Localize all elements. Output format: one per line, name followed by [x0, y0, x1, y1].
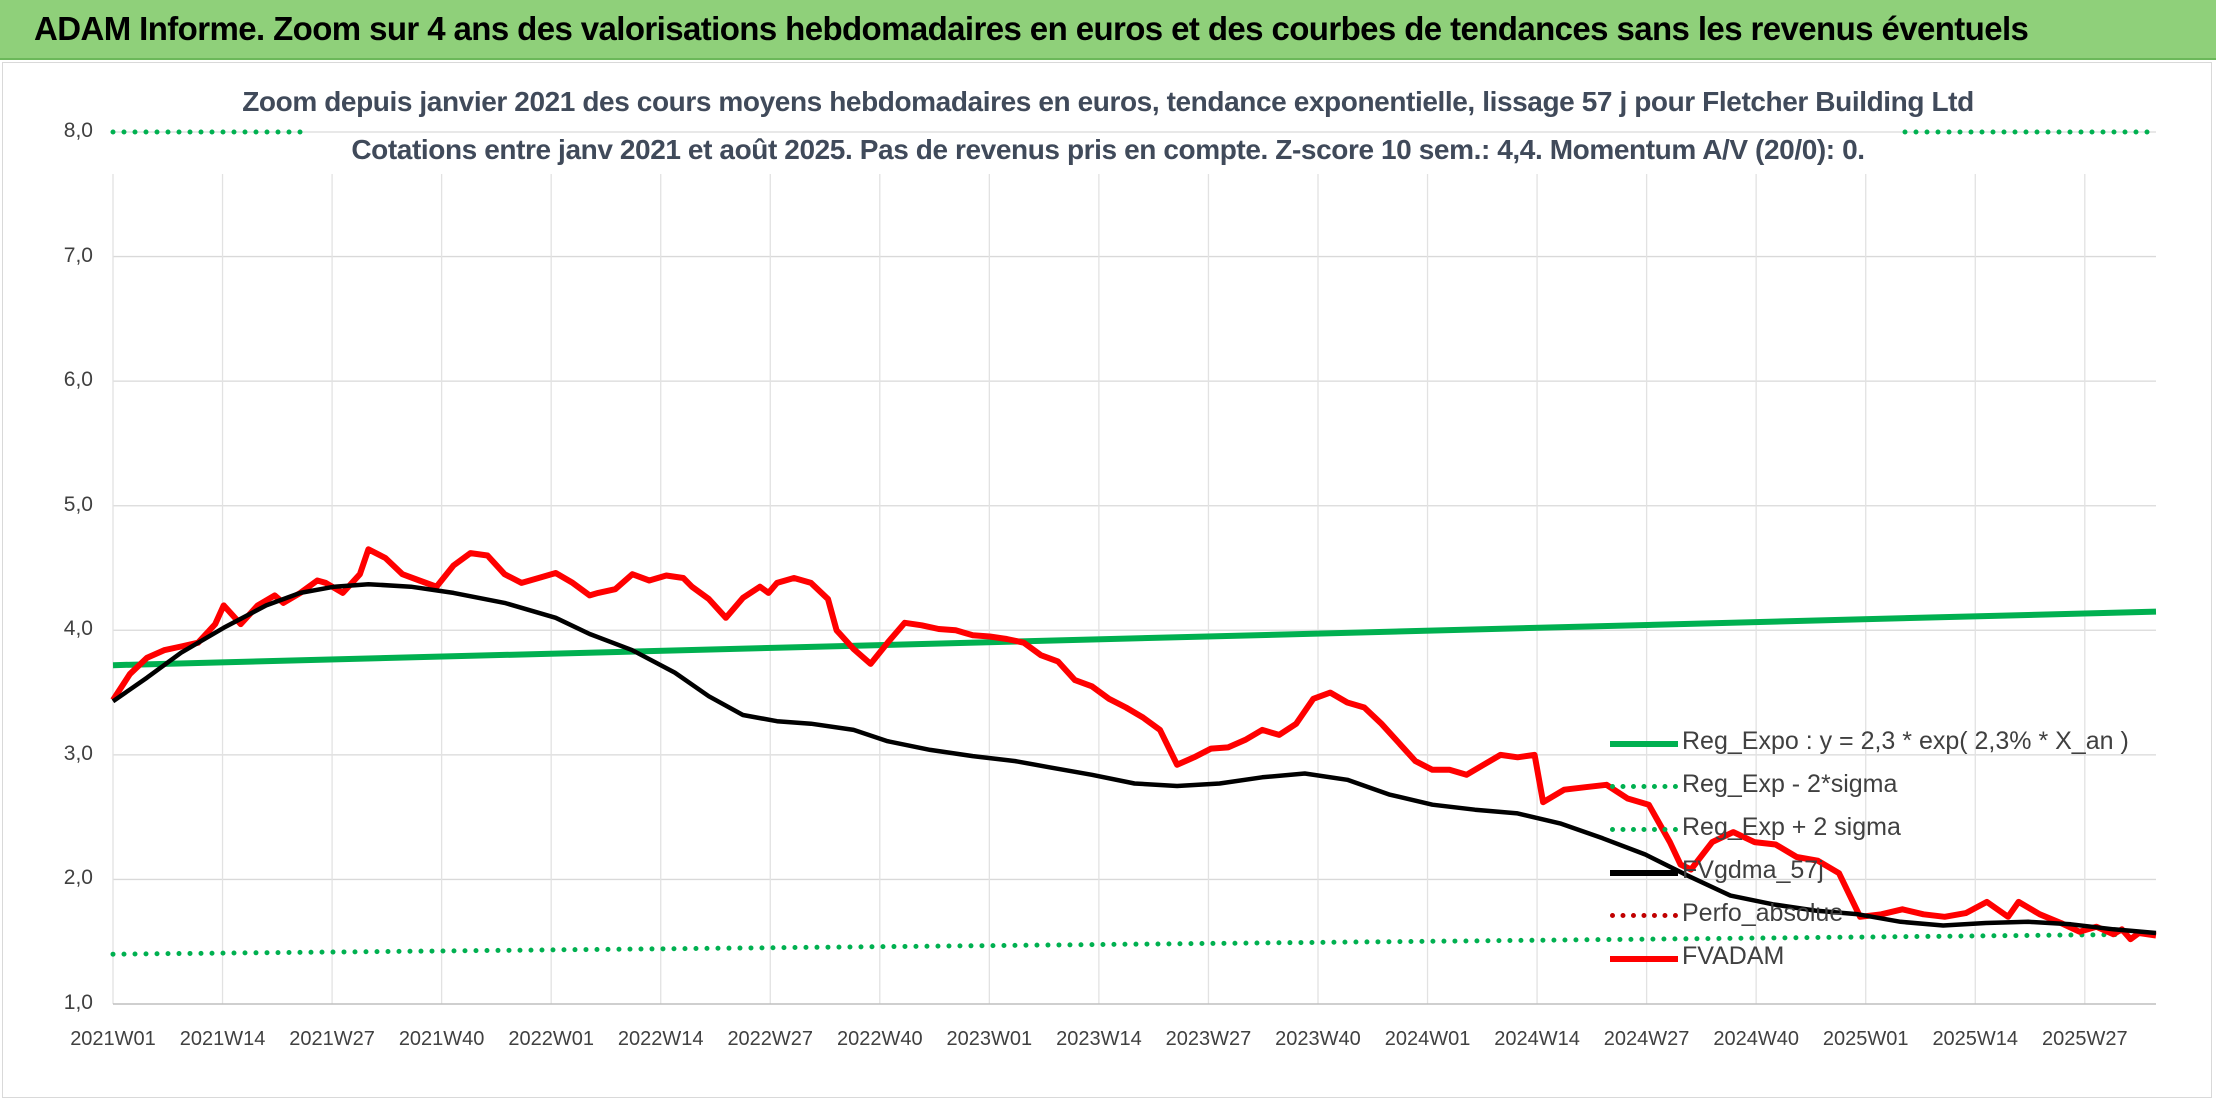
- x-tick-label: 2024W14: [1494, 1028, 1580, 1050]
- series-reg-minus-2sigma: [110, 931, 2159, 957]
- chart-title-line2: Cotations entre janv 2021 et août 2025. …: [351, 134, 1865, 165]
- y-tick-label: 5,0: [63, 492, 93, 516]
- legend-label: Reg_Exp - 2*sigma: [1682, 770, 1898, 798]
- legend-label: Reg_Expo : y = 2,3 * exp( 2,3% * X_an ): [1682, 727, 2129, 755]
- series-fvadam: [110, 546, 2157, 943]
- y-tick-label: 3,0: [63, 741, 93, 765]
- x-tick-label: 2024W01: [1384, 1028, 1471, 1050]
- report-title: ADAM Informe. Zoom sur 4 ans des valoris…: [34, 10, 2029, 47]
- legend-label: Perfo_absolue: [1682, 899, 1844, 927]
- y-tick-label: 8,0: [63, 119, 93, 142]
- x-tick-label: 2022W27: [727, 1028, 814, 1050]
- x-tick-label: 2021W14: [179, 1028, 266, 1050]
- legend-label: Reg_Exp + 2 sigma: [1682, 813, 1901, 841]
- legend-label: FVADAM: [1682, 942, 1785, 970]
- chart-title-line1: Zoom depuis janvier 2021 des cours moyen…: [242, 86, 1974, 117]
- y-tick-label: 6,0: [63, 368, 93, 392]
- x-tick-label: 2023W01: [946, 1028, 1033, 1050]
- report-banner: ADAM Informe. Zoom sur 4 ans des valoris…: [0, 0, 2216, 60]
- x-tick-label: 2022W01: [508, 1028, 594, 1050]
- x-tick-label: 2022W14: [617, 1028, 704, 1050]
- legend-swatch: [1610, 827, 1678, 832]
- y-tick-label: 2,0: [63, 866, 93, 890]
- legend-swatch: [1610, 741, 1678, 747]
- legend-label: FVgdma_57j: [1682, 856, 1824, 884]
- series-reg-expo: [112, 608, 2157, 669]
- legend-swatch: [1610, 870, 1678, 876]
- y-tick-label: 7,0: [63, 243, 93, 267]
- x-tick-label: 2025W27: [2041, 1028, 2128, 1050]
- series-fvgdma-57j: [111, 581, 2157, 936]
- x-tick-label: 2023W27: [1165, 1028, 1252, 1050]
- x-tick-label: 2023W14: [1056, 1028, 1142, 1050]
- x-tick-label: 2021W01: [70, 1028, 156, 1050]
- legend-swatch: [1610, 784, 1678, 789]
- x-tick-label: 2022W40: [836, 1028, 923, 1050]
- y-tick-label: 4,0: [63, 617, 93, 641]
- x-tick-label: 2021W40: [398, 1028, 485, 1050]
- x-tick-label: 2024W40: [1713, 1028, 1799, 1050]
- legend-swatch: [1610, 913, 1678, 918]
- x-tick-label: 2023W40: [1275, 1028, 1361, 1050]
- x-tick-label: 2021W27: [289, 1028, 375, 1050]
- chart-frame: [2, 62, 2212, 1098]
- y-tick-label: 1,0: [63, 991, 93, 1014]
- legend-swatch: [1610, 956, 1678, 962]
- x-tick-label: 2025W01: [1822, 1028, 1909, 1050]
- x-tick-label: 2025W14: [1932, 1028, 2019, 1050]
- x-tick-label: 2024W27: [1603, 1028, 1690, 1050]
